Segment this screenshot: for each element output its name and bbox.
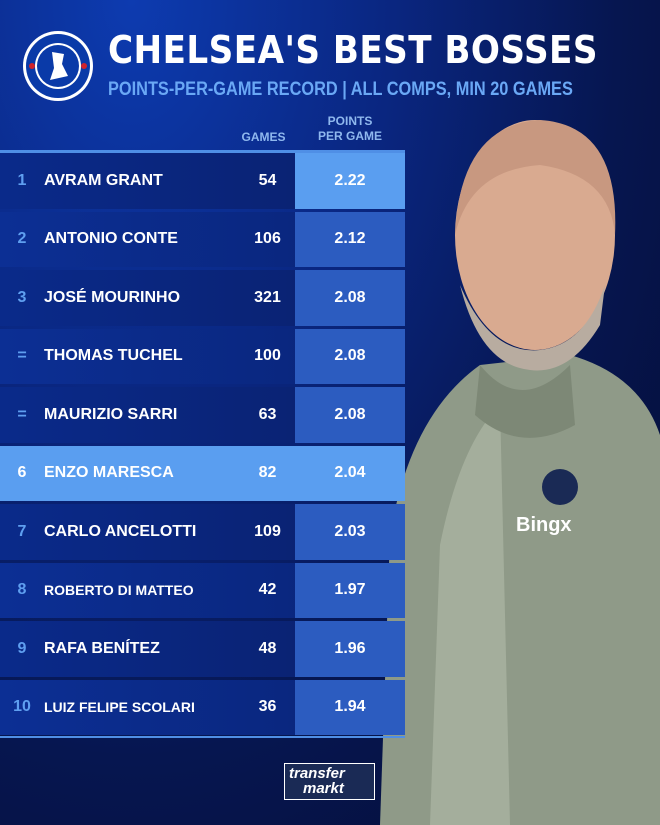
divider	[0, 150, 405, 153]
rank: 6	[17, 464, 27, 482]
table-row: 7 CARLO ANCELOTTI 109 2.03	[0, 504, 405, 560]
ppg-value: 2.08	[295, 387, 405, 443]
ppg-value: 1.97	[295, 562, 405, 618]
manager-name: JOSÉ MOURINHO	[44, 288, 181, 306]
manager-name: THOMAS TUCHEL	[44, 347, 183, 365]
divider	[0, 736, 405, 738]
rank: =	[17, 405, 27, 423]
table-row: 1 AVRAM GRANT 54 2.22	[0, 153, 405, 209]
ppg-value: 2.08	[295, 270, 405, 326]
games-value: 321	[254, 288, 281, 306]
table-row: = THOMAS TUCHEL 100 2.08	[0, 328, 405, 384]
manager-name: ENZO MARESCA	[44, 464, 174, 482]
table-row: = MAURIZIO SARRI 63 2.08	[0, 387, 405, 443]
ppg-value: 2.12	[295, 211, 405, 267]
games-value: 106	[254, 230, 281, 248]
brand-line1: transfer	[289, 765, 345, 782]
header-ppg-line1: POINTS	[327, 114, 373, 128]
rank: 1	[17, 171, 27, 189]
games-value: 82	[258, 464, 277, 482]
chelsea-crest-icon	[542, 469, 578, 505]
table-row: 2 ANTONIO CONTE 106 2.12	[0, 211, 405, 267]
table-row: 8 ROBERTO DI MATTEO 42 1.97	[0, 562, 405, 618]
rank: =	[17, 347, 27, 365]
ppg-value: 2.08	[295, 328, 405, 384]
header-ppg: POINTS PER GAME	[305, 114, 395, 144]
table-row: 9 RAFA BENÍTEZ 48 1.96	[0, 621, 405, 677]
games-value: 54	[258, 171, 277, 189]
manager-name: RAFA BENÍTEZ	[44, 639, 160, 657]
rank: 9	[17, 639, 27, 657]
ppg-value: 1.94	[295, 679, 405, 735]
table-row: 3 JOSÉ MOURINHO 321 2.08	[0, 270, 405, 326]
games-value: 63	[258, 405, 277, 423]
games-value: 100	[254, 347, 281, 365]
ppg-value: 1.96	[295, 621, 405, 677]
header-ppg-line2: PER GAME	[317, 129, 382, 143]
rank: 8	[17, 581, 27, 599]
ranking-table: 1 AVRAM GRANT 54 2.22 2 ANTONIO CONTE 106…	[0, 153, 405, 738]
transfermarkt-logo: transfer markt	[284, 763, 375, 800]
chelsea-logo	[23, 31, 93, 101]
brand-line2: markt	[303, 780, 344, 797]
rank: 7	[17, 522, 27, 540]
games-value: 42	[258, 581, 277, 599]
page-title: CHELSEA'S BEST BOSSES	[108, 28, 598, 72]
games-value: 109	[254, 522, 281, 540]
ppg-value: 2.04	[295, 445, 405, 501]
manager-name: CARLO ANCELOTTI	[44, 522, 197, 540]
ppg-value: 2.22	[295, 153, 405, 209]
rank: 3	[17, 288, 27, 306]
ppg-value: 2.03	[295, 504, 405, 560]
manager-name: LUIZ FELIPE SCOLARI	[44, 699, 195, 716]
coach-photo: Bingx	[380, 120, 660, 825]
manager-name: MAURIZIO SARRI	[44, 405, 178, 423]
table-row: 6 ENZO MARESCA 82 2.04	[0, 445, 405, 501]
rank: 10	[13, 698, 31, 716]
manager-name: AVRAM GRANT	[44, 171, 163, 189]
games-value: 48	[258, 639, 277, 657]
games-value: 36	[258, 698, 277, 716]
header-games: GAMES	[241, 130, 286, 144]
manager-name: ROBERTO DI MATTEO	[44, 582, 194, 599]
jacket-sponsor: Bingx	[516, 514, 572, 536]
table-row: 10 LUIZ FELIPE SCOLARI 36 1.94	[0, 679, 405, 735]
rank: 2	[17, 230, 27, 248]
page-subtitle: POINTS-PER-GAME RECORD | ALL COMPS, MIN …	[108, 79, 573, 100]
manager-name: ANTONIO CONTE	[44, 230, 178, 248]
